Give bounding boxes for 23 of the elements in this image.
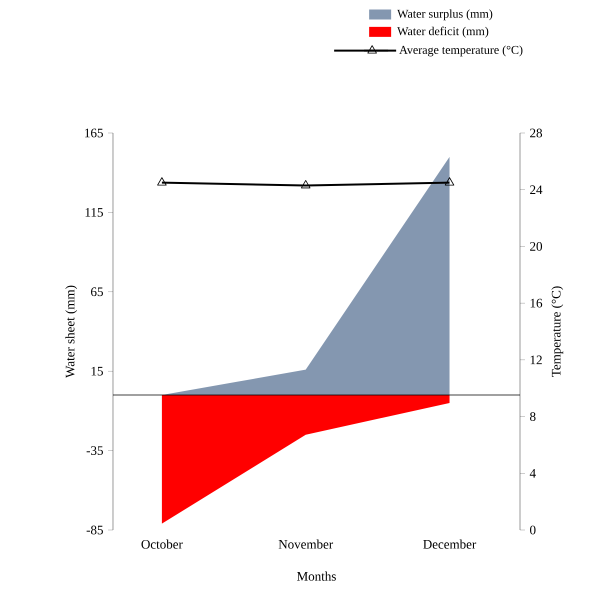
x-tick-label: October xyxy=(141,540,183,549)
y-tick-label: 165 xyxy=(85,128,103,138)
legend-label: Average temperature (°C) xyxy=(399,45,522,56)
y2-tick-label: 4 xyxy=(530,469,536,478)
y-axis-title: Water sheet (mm) xyxy=(65,286,78,378)
y2-tick-label: 8 xyxy=(530,412,536,421)
x-tick-label: December xyxy=(423,540,476,549)
y2-tick-label: 0 xyxy=(530,526,536,534)
y2-tick-label: 28 xyxy=(530,128,542,138)
y-tick-label: 65 xyxy=(91,287,103,296)
y2-tick-label: 12 xyxy=(530,356,542,364)
y-tick-label: 15 xyxy=(92,366,103,376)
y-tick-label: -85 xyxy=(86,526,103,534)
y2-tick-label: 24 xyxy=(530,185,542,194)
legend-label: Water deficit (mm) xyxy=(397,26,488,38)
y2-tick-label: 16 xyxy=(530,298,542,308)
y-tick-label: -35 xyxy=(86,446,103,455)
legend-label: Water surplus (mm) xyxy=(397,9,492,20)
x-axis-title: Months xyxy=(297,572,336,581)
y-tick-label: 115 xyxy=(86,208,103,217)
x-tick-label: November xyxy=(278,540,334,549)
y2-axis-title: Temperature (°C) xyxy=(551,286,564,377)
y2-tick-label: 20 xyxy=(530,242,542,251)
